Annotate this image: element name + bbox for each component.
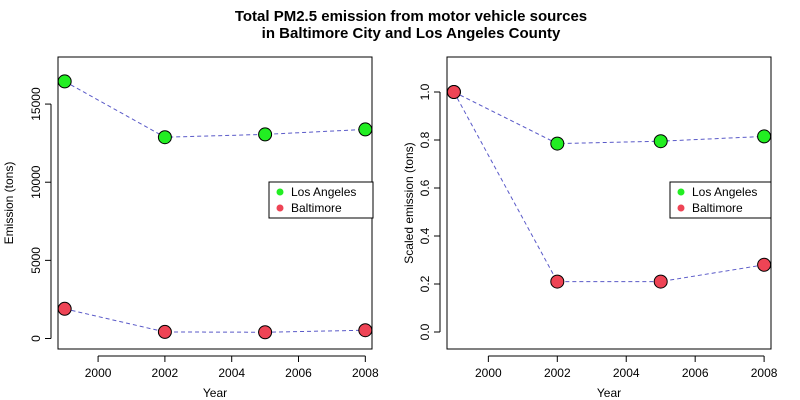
y-tick-label: 15000 <box>29 87 43 121</box>
y-tick-label: 0 <box>29 335 43 342</box>
data-point-los-angeles <box>653 134 668 149</box>
legend: Los Angeles Baltimore <box>669 181 772 219</box>
x-tick-label: 2004 <box>218 366 245 380</box>
data-point-los-angeles <box>258 127 273 142</box>
y-tick-label: 0.6 <box>418 179 432 196</box>
series-line-los-angeles <box>64 80 366 138</box>
legend-label-baltimore: Baltimore <box>692 201 743 215</box>
y-axis-label: Emission (tons) <box>2 162 16 245</box>
legend-label-los-angeles: Los Angeles <box>692 185 757 199</box>
legend-marker-baltimore <box>677 204 685 212</box>
data-point-baltimore <box>157 324 172 339</box>
series-line-los-angeles <box>453 91 765 145</box>
data-point-baltimore <box>358 323 373 338</box>
y-tick-label: 0.8 <box>418 131 432 148</box>
chart-title-line1: Total PM2.5 emission from motor vehicle … <box>235 8 587 25</box>
legend-marker-los-angeles <box>677 188 685 196</box>
data-point-baltimore <box>550 274 565 289</box>
y-tick-label: 0.0 <box>418 323 432 340</box>
data-point-baltimore <box>258 325 273 340</box>
chart-title-line2: in Baltimore City and Los Angeles County <box>262 25 561 42</box>
legend-box <box>669 181 772 219</box>
x-axis-label: Year <box>597 386 621 400</box>
legend-marker-baltimore <box>276 204 284 212</box>
x-tick-label: 2002 <box>152 366 179 380</box>
data-point-baltimore <box>653 274 668 289</box>
x-tick-label: 2000 <box>85 366 112 380</box>
y-tick-label: 0.4 <box>418 227 432 244</box>
x-tick-label: 2000 <box>475 366 502 380</box>
data-point-baltimore <box>757 257 772 272</box>
legend-box <box>268 181 374 219</box>
data-point-los-angeles <box>358 122 373 137</box>
x-tick-label: 2004 <box>613 366 640 380</box>
data-point-baltimore <box>446 85 461 99</box>
data-point-los-angeles <box>57 74 72 89</box>
legend-marker-los-angeles <box>276 188 284 196</box>
legend-label-baltimore: Baltimore <box>291 201 342 215</box>
y-tick-label: 1.0 <box>418 83 432 100</box>
scaled-emission-panel: 2000 2002 2004 2006 2008 0.0 0.2 0.4 0.6 0.8 1.0 Ye… <box>402 56 778 400</box>
y-axis-label: Scaled emission (tons) <box>402 142 416 263</box>
data-point-los-angeles <box>757 129 772 144</box>
x-tick-label: 2008 <box>751 366 778 380</box>
series-line-baltimore <box>64 308 366 333</box>
data-point-los-angeles <box>157 130 172 145</box>
y-tick-label: 5000 <box>29 247 43 274</box>
x-tick-label: 2008 <box>352 366 379 380</box>
y-tick-label: 10000 <box>29 165 43 199</box>
x-tick-label: 2002 <box>544 366 571 380</box>
legend: Los Angeles Baltimore <box>268 181 374 219</box>
y-tick-label: 0.2 <box>418 275 432 292</box>
data-point-los-angeles <box>550 136 565 151</box>
legend-label-los-angeles: Los Angeles <box>291 185 356 199</box>
emission-panel: 2000 2002 2004 2006 2008 0 5000 10000 15000 Year E… <box>2 56 379 400</box>
series-line-baltimore <box>453 91 765 283</box>
x-tick-label: 2006 <box>682 366 709 380</box>
x-axis-label: Year <box>203 386 227 400</box>
x-tick-label: 2006 <box>285 366 312 380</box>
data-point-baltimore <box>57 301 72 316</box>
